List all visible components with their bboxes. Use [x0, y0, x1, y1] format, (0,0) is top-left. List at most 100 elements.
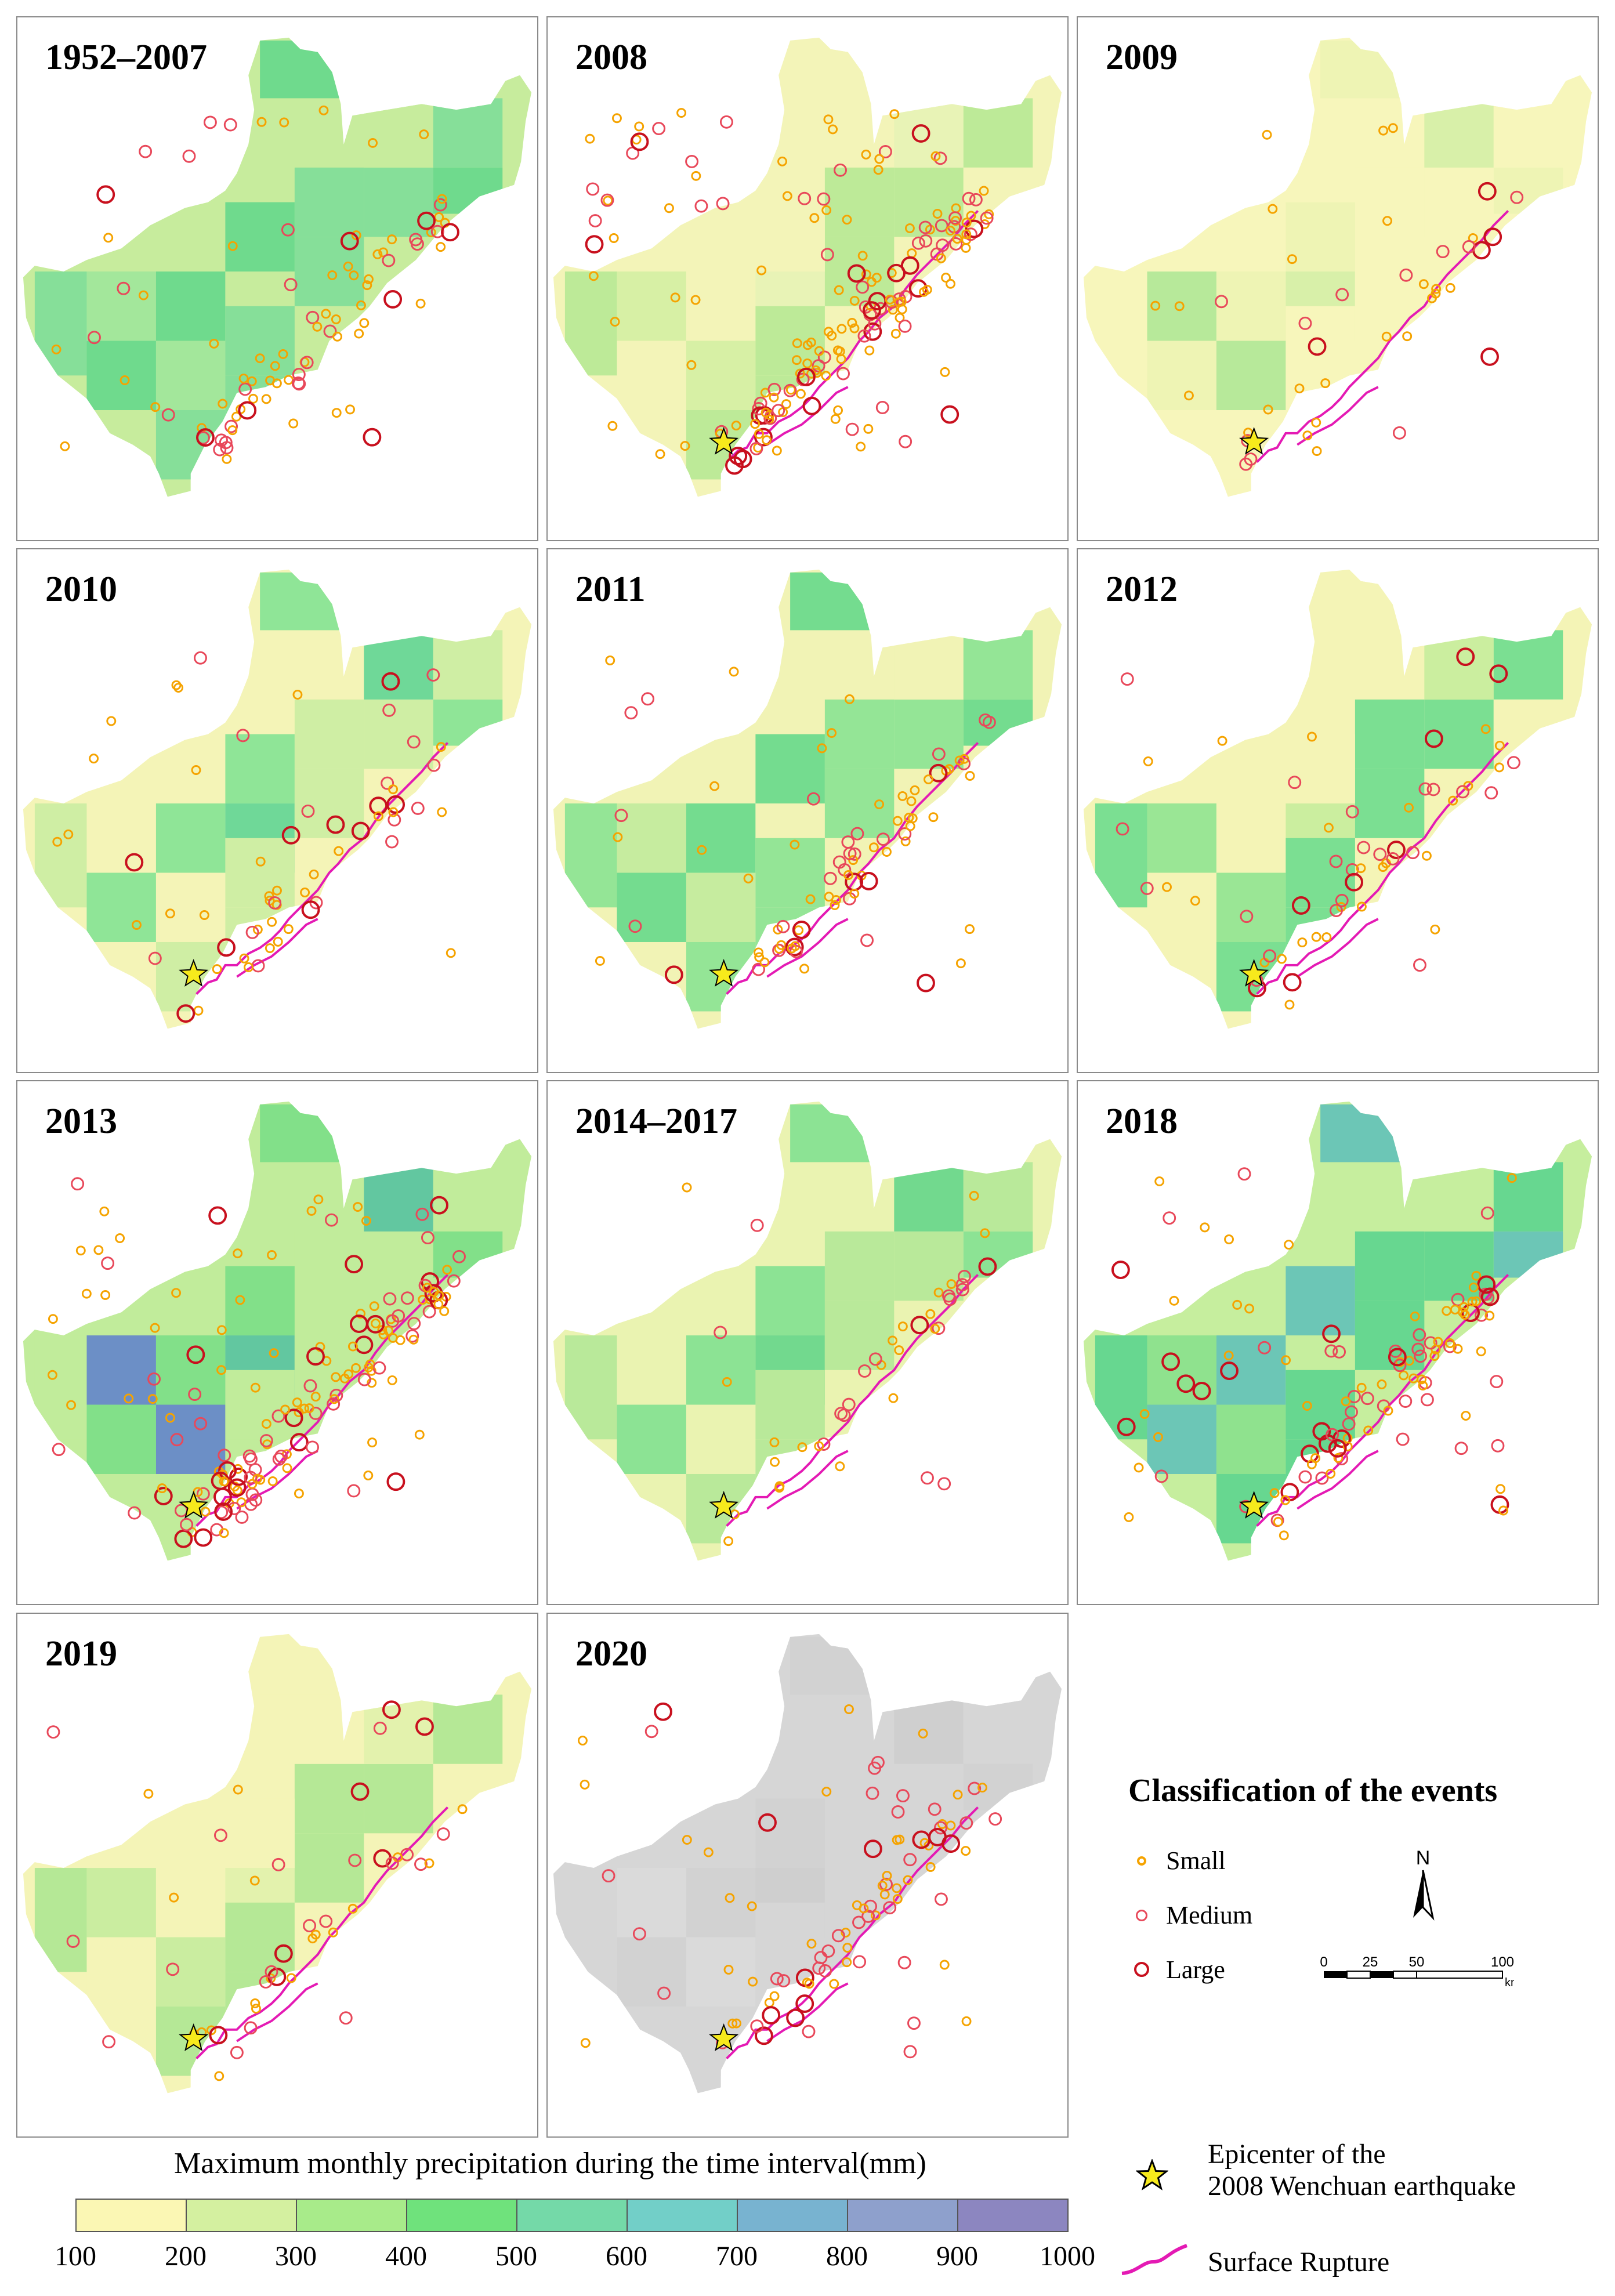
small-event-marker	[804, 1979, 814, 1989]
medium-event-marker	[819, 1964, 832, 1978]
precipitation-cell	[617, 1868, 686, 1938]
precipitation-cell	[963, 1162, 1033, 1232]
epicenter-star-icon	[709, 2023, 739, 2051]
medium-event-marker	[752, 962, 765, 976]
small-event-marker	[580, 1779, 590, 1790]
medium-event-marker	[161, 408, 175, 422]
small-event-marker	[165, 908, 175, 919]
large-event-marker	[369, 796, 388, 816]
small-event-marker	[1269, 1488, 1280, 1498]
medium-event-marker	[770, 1972, 784, 1986]
medium-event-marker	[1163, 1211, 1176, 1225]
large-event-marker	[238, 401, 257, 420]
medium-event-marker	[1392, 426, 1406, 440]
small-event-marker	[613, 832, 623, 842]
large-event-marker	[802, 396, 821, 415]
small-event-marker	[871, 1910, 881, 1921]
small-event-marker	[165, 1413, 175, 1423]
medium-event-marker	[928, 1802, 942, 1816]
precipitation-grid	[564, 572, 1033, 1012]
small-event-marker	[222, 454, 232, 464]
precipitation-cell	[686, 803, 756, 873]
small-event-marker	[877, 1881, 888, 1891]
medium-event-marker	[644, 1725, 658, 1739]
small-event-marker	[609, 233, 619, 243]
large-event-label: Large	[1166, 1955, 1225, 1984]
small-event-marker	[895, 313, 905, 323]
small-event-marker	[849, 889, 860, 899]
small-event-marker	[124, 1393, 134, 1404]
small-event-marker	[722, 1377, 732, 1387]
small-event-marker	[150, 1323, 160, 1333]
precipitation-cell	[894, 630, 964, 700]
small-event-marker	[892, 1883, 902, 1893]
colorbar-tick-label: 800	[826, 2241, 868, 2272]
small-event-marker	[1433, 1337, 1443, 1347]
precipitation-cell	[364, 630, 433, 700]
large-event-marker	[209, 2026, 228, 2045]
precipitation-cell	[617, 803, 686, 873]
medium-event-marker	[903, 1853, 917, 1867]
small-event-marker	[312, 321, 323, 332]
medium-event-marker	[802, 2025, 816, 2038]
small-event-marker	[279, 117, 289, 128]
small-event-marker	[103, 233, 114, 243]
small-event-marker	[864, 345, 875, 356]
precipitation-cell	[1147, 341, 1216, 410]
medium-event-marker	[1454, 1442, 1468, 1455]
small-event-marker	[1134, 1462, 1144, 1473]
large-event-marker	[1328, 1439, 1347, 1458]
region-map	[1083, 1101, 1592, 1561]
small-event-marker	[761, 407, 771, 418]
precipitation-cell	[1424, 1231, 1494, 1301]
precipitation-cell	[617, 271, 686, 341]
precipitation-cell	[1216, 803, 1286, 873]
small-event-marker	[1223, 1350, 1234, 1361]
medium-event-marker	[274, 1449, 288, 1463]
medium-event-marker	[750, 1218, 764, 1232]
large-event-marker	[125, 853, 144, 872]
large-event-marker	[194, 1528, 213, 1547]
precipitation-cell	[963, 699, 1033, 746]
small-event-marker	[612, 113, 622, 124]
large-event-marker	[351, 821, 370, 841]
small-event-marker	[1244, 1303, 1255, 1314]
precipitation-cell	[1424, 699, 1494, 769]
medium-event-marker	[347, 1484, 361, 1498]
small-event-marker	[157, 1483, 167, 1494]
large-event-marker	[847, 264, 866, 283]
small-event-marker	[331, 314, 341, 324]
epicenter-star-icon	[1239, 1491, 1269, 1519]
small-event-marker	[930, 151, 941, 161]
small-event-marker	[255, 856, 266, 867]
large-event-marker	[1192, 1381, 1211, 1400]
small-event-marker	[247, 1479, 258, 1489]
medium-event-marker	[372, 1361, 386, 1375]
medium-event-marker	[259, 1434, 273, 1447]
small-event-marker	[769, 1437, 780, 1447]
small-event-marker	[367, 1437, 378, 1448]
precipitation-cell	[894, 1231, 964, 1301]
small-event-marker	[863, 423, 874, 434]
small-event-marker	[356, 1309, 366, 1319]
precipitation-cell	[963, 167, 1033, 214]
large-event-marker	[340, 231, 359, 251]
colorbar-tick-label: 1000	[1040, 2241, 1095, 2272]
region-map	[1083, 37, 1592, 497]
medium-event-marker	[586, 182, 600, 196]
large-event-marker	[430, 1196, 448, 1215]
small-event-marker	[368, 137, 378, 148]
colorbar-tick-label: 700	[716, 2241, 758, 2272]
precipitation-cell	[225, 734, 295, 804]
map-panel-2012: 2012	[1077, 548, 1599, 1073]
precipitation-cell	[963, 630, 1033, 700]
medium-event-marker	[386, 1314, 400, 1328]
large-event-marker	[965, 219, 984, 238]
small-event-marker	[1224, 1234, 1234, 1244]
medium-event-marker	[268, 896, 282, 910]
medium-event-marker	[303, 1379, 317, 1393]
region-map	[553, 1634, 1062, 2094]
small-event-marker	[388, 784, 399, 795]
panel-title: 2010	[45, 570, 117, 609]
precipitation-cell	[617, 872, 686, 942]
